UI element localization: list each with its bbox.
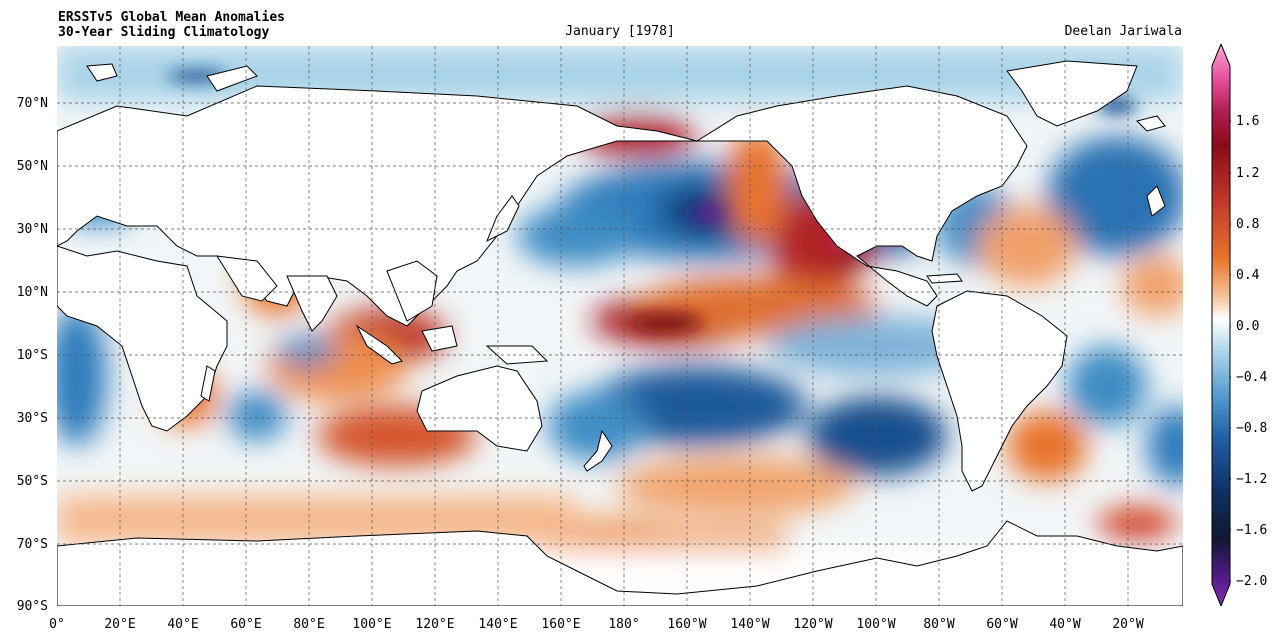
se-asia xyxy=(386,260,438,322)
title-line-2: 30-Year Sliding Climatology xyxy=(58,25,270,40)
arabia xyxy=(216,255,278,302)
lat-label-70n: 70°N xyxy=(16,96,48,111)
madagascar xyxy=(200,365,216,402)
lat-label-50n: 50°N xyxy=(16,159,48,174)
novaya-zemlya xyxy=(206,65,258,92)
lon-label-40e: 40°E xyxy=(167,617,199,632)
uk xyxy=(1146,185,1166,217)
new-guinea xyxy=(485,345,549,365)
title-line-1: ERSSTv5 Global Mean Anomalies xyxy=(58,10,285,25)
lon-label-20e: 20°E xyxy=(104,617,136,632)
sumatra xyxy=(355,324,403,365)
colorbar-tick-neg-0-4: −0.4 xyxy=(1236,370,1268,385)
lon-label-80e: 80°E xyxy=(293,617,325,632)
colorbar-tick-neg-0-8: −0.8 xyxy=(1236,421,1268,436)
lon-label-160w: 160°W xyxy=(667,617,707,632)
colorbar-tick-0-8: 0.8 xyxy=(1236,217,1260,232)
lat-label-50s: 50°S xyxy=(16,474,48,489)
lat-label-10n: 10°N xyxy=(16,285,48,300)
colorbar-tick-neg-2-0: −2.0 xyxy=(1236,574,1268,589)
north-america xyxy=(695,85,1028,307)
lon-label-0: 0° xyxy=(49,617,65,632)
lat-label-30s: 30°S xyxy=(16,411,48,426)
lat-label-70s: 70°S xyxy=(16,537,48,552)
colorbar-tick-1-2: 1.2 xyxy=(1236,166,1260,181)
anomaly-highlights xyxy=(167,70,1137,333)
anomaly-map xyxy=(57,46,1183,606)
lon-label-40w: 40°W xyxy=(1049,617,1081,632)
lon-label-140w: 140°W xyxy=(730,617,770,632)
lon-label-80w: 80°W xyxy=(923,617,955,632)
greenland xyxy=(1006,60,1138,127)
colorbar-tick-neg-1-6: −1.6 xyxy=(1236,523,1268,538)
new-zealand xyxy=(583,429,613,472)
colorbar-tick-neg-1-2: −1.2 xyxy=(1236,472,1268,487)
lon-label-20w: 20°W xyxy=(1112,617,1144,632)
lon-label-100w: 100°W xyxy=(856,617,896,632)
chart-title: ERSSTv5 Global Mean Anomalies 30-Year Sl… xyxy=(58,10,285,40)
svalbard xyxy=(86,63,118,82)
lat-label-10s: 10°S xyxy=(16,348,48,363)
colorbar-tick-0-0: 0.0 xyxy=(1236,319,1260,334)
lon-label-60e: 60°E xyxy=(230,617,262,632)
colorbar-tick-1-6: 1.6 xyxy=(1236,114,1260,129)
lon-label-60w: 60°W xyxy=(986,617,1018,632)
colorbar-tick-0-4: 0.4 xyxy=(1236,268,1260,283)
lat-label-90s: 90°S xyxy=(16,599,48,614)
lon-label-140e: 140°E xyxy=(478,617,518,632)
lon-label-180: 180° xyxy=(608,617,640,632)
iceland xyxy=(1136,115,1166,132)
antarctica xyxy=(57,520,1183,606)
lon-label-120w: 120°W xyxy=(793,617,833,632)
japan xyxy=(486,195,520,243)
south-america xyxy=(931,290,1068,492)
lon-label-100e: 100°E xyxy=(352,617,392,632)
colorbar xyxy=(1211,44,1231,606)
australia xyxy=(416,365,543,452)
date-label: January [1978] xyxy=(565,24,675,39)
lat-label-30n: 30°N xyxy=(16,222,48,237)
gridlines xyxy=(57,46,1183,606)
author-label: Deelan Jariwala xyxy=(1064,24,1182,39)
borneo xyxy=(421,325,458,352)
cuba xyxy=(926,273,963,284)
india xyxy=(286,275,338,332)
lon-label-160e: 160°E xyxy=(541,617,581,632)
colorbar-gradient xyxy=(1211,44,1231,606)
lon-label-120e: 120°E xyxy=(415,617,455,632)
